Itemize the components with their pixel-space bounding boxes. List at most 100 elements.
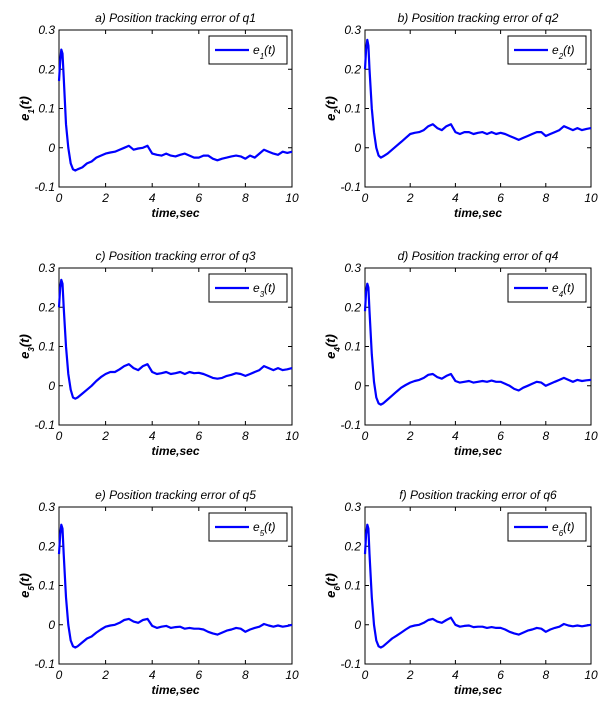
y-tick-label: 0.2 [38,300,55,314]
x-tick-label: 2 [406,668,414,682]
y-label-tail: (t) [323,96,338,109]
y-tick-label: 0 [48,618,55,632]
y-label-tail: (t) [323,573,338,586]
y-label-subscript: 2 [333,109,342,115]
legend-label-subscript: 5 [260,529,265,538]
y-tick-label: 0.1 [344,579,361,593]
y-tick-label: 0.3 [344,261,361,275]
x-axis-label: time,sec [151,206,199,220]
x-tick-label: 8 [542,668,549,682]
y-axis-label: e2(t) [323,96,342,121]
x-tick-label: 4 [452,668,459,682]
y-label-subscript: 1 [27,109,36,114]
series-line [363,523,592,649]
legend-label-base: e [552,43,559,57]
x-tick-label: 6 [195,429,202,443]
y-tick-label: -0.1 [340,180,361,194]
legend: e5(t) [208,512,288,542]
subplot-title: f) Position tracking error of q6 [399,488,557,502]
legend-label: e5(t) [253,520,275,538]
x-tick-label: 0 [56,191,63,205]
x-axis-label: time,sec [454,444,502,458]
series-line [57,48,293,172]
subplot-5: e) Position tracking error of q5 0 2 4 6 8 10 -… [17,488,299,697]
x-tick-label: 8 [242,191,249,205]
y-tick-label: 0 [48,379,55,393]
x-tick-label: 0 [362,668,369,682]
x-tick-label: 10 [285,191,299,205]
y-label-subscript: 4 [333,347,342,353]
y-tick-label: 0.2 [344,539,361,553]
x-tick-label: 4 [452,429,459,443]
y-axis-label: e4(t) [323,334,342,359]
y-label-subscript: 6 [333,586,342,591]
y-tick-label: 0.3 [38,261,55,275]
y-tick-label: 0.1 [38,340,55,354]
x-tick-label: 0 [56,668,63,682]
y-tick-label: 0.1 [38,102,55,116]
x-tick-label: 10 [584,668,598,682]
x-tick-label: 0 [56,429,63,443]
x-tick-label: 6 [497,191,504,205]
series-line [57,523,293,649]
legend: e4(t) [507,273,587,303]
legend-label-tail: (t) [264,520,275,534]
y-tick-label: -0.1 [34,418,55,432]
legend-label-tail: (t) [264,281,275,295]
subplot-title: b) Position tracking error of q2 [398,11,559,25]
legend: e1(t) [208,35,288,65]
legend-label-subscript: 3 [260,290,265,299]
legend: e3(t) [208,273,288,303]
y-tick-label: 0.2 [38,539,55,553]
x-tick-label: 6 [195,668,202,682]
y-tick-label: 0 [354,141,361,155]
x-tick-label: 2 [101,429,109,443]
x-axis-label: time,sec [454,206,502,220]
y-axis-label: e3(t) [17,334,36,359]
subplot-1: a) Position tracking error of q10 2 4 6 8 10-… [17,11,299,220]
y-tick-label: 0 [48,141,55,155]
subplot-4: d) Position tracking error of q4 0 2 4 6 8 10 -… [323,249,598,458]
y-tick-label: 0.2 [344,300,361,314]
legend-label: e2(t) [552,43,574,61]
x-tick-label: 4 [149,429,156,443]
legend-label-base: e [253,281,260,295]
y-axis-label: e5(t) [17,573,36,598]
legend-label-subscript: 1 [260,52,264,61]
series-line [57,278,293,400]
y-tick-label: 0.1 [344,102,361,116]
legend-label-tail: (t) [563,281,574,295]
x-tick-label: 4 [149,191,156,205]
subplot-title: a) Position tracking error of q1 [95,11,256,25]
y-axis-label: e1(t) [17,96,36,121]
legend: e6(t) [507,512,587,542]
x-axis-label: time,sec [151,683,199,697]
x-axis-label: time,sec [454,683,502,697]
y-label-subscript: 5 [27,586,36,591]
legend-label-base: e [253,520,260,534]
y-label-base: e [323,591,338,598]
y-tick-label: 0.3 [38,500,55,514]
x-tick-label: 2 [101,191,109,205]
legend-label: e6(t) [552,520,574,538]
y-label-tail: (t) [323,334,338,347]
legend-label: e1(t) [253,43,275,61]
y-tick-label: 0.3 [344,500,361,514]
y-axis-label: e6(t) [323,573,342,598]
x-axis-label: time,sec [151,444,199,458]
subplot-title: d) Position tracking error of q4 [398,249,559,263]
y-tick-label: 0.1 [344,340,361,354]
x-tick-label: 6 [497,429,504,443]
y-label-subscript: 3 [27,347,36,352]
y-tick-label: 0.3 [344,23,361,37]
subplot-title: c) Position tracking error of q3 [95,249,255,263]
x-tick-label: 10 [584,191,598,205]
legend-label-base: e [253,43,260,57]
y-tick-label: 0 [354,618,361,632]
x-tick-label: 8 [242,429,249,443]
y-tick-label: 0.1 [38,579,55,593]
y-label-base: e [323,114,338,121]
x-tick-label: 8 [242,668,249,682]
legend-label-tail: (t) [563,43,574,57]
